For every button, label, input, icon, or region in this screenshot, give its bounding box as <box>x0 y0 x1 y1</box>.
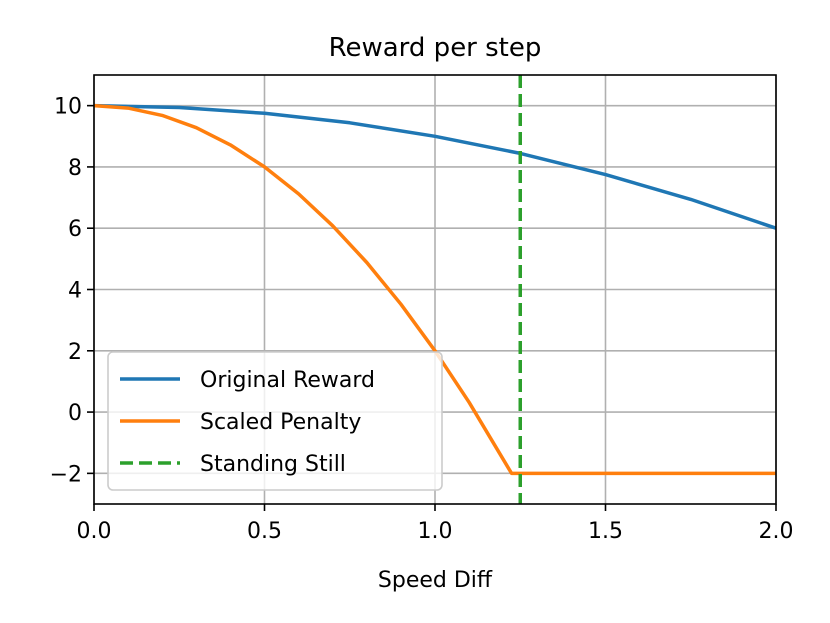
x-tick-label: 1.0 <box>418 519 453 544</box>
x-axis-label: Speed Diff <box>378 568 493 593</box>
x-tick-label: 1.5 <box>588 519 623 544</box>
y-ticks: −2 0 2 4 6 8 10 <box>50 95 94 487</box>
series-scaled-penalty <box>93 103 776 476</box>
y-tick-label: 2 <box>68 340 82 365</box>
y-tick-label: −2 <box>50 462 82 487</box>
x-tick-label: 0.0 <box>77 519 112 544</box>
series-layer <box>93 75 777 504</box>
x-ticks: 0.0 0.5 1.0 1.5 2.0 <box>77 504 794 544</box>
legend: Original Reward Scaled Penalty Standing St… <box>107 351 443 491</box>
chart-title: Reward per step <box>329 33 542 63</box>
x-tick-label: 0.5 <box>247 519 282 544</box>
series-original-reward <box>93 103 777 230</box>
y-tick-label: 10 <box>54 95 82 120</box>
legend-label-original-reward: Original Reward <box>200 368 375 393</box>
y-tick-label: 4 <box>68 279 82 304</box>
legend-label-scaled-penalty: Scaled Penalty <box>200 410 361 435</box>
y-tick-label: 8 <box>68 156 82 181</box>
legend-label-standing-still: Standing Still <box>200 452 346 477</box>
legend-box <box>107 351 443 491</box>
x-tick-label: 2.0 <box>759 519 794 544</box>
y-tick-label: 0 <box>68 401 82 426</box>
y-tick-label: 6 <box>68 217 82 242</box>
